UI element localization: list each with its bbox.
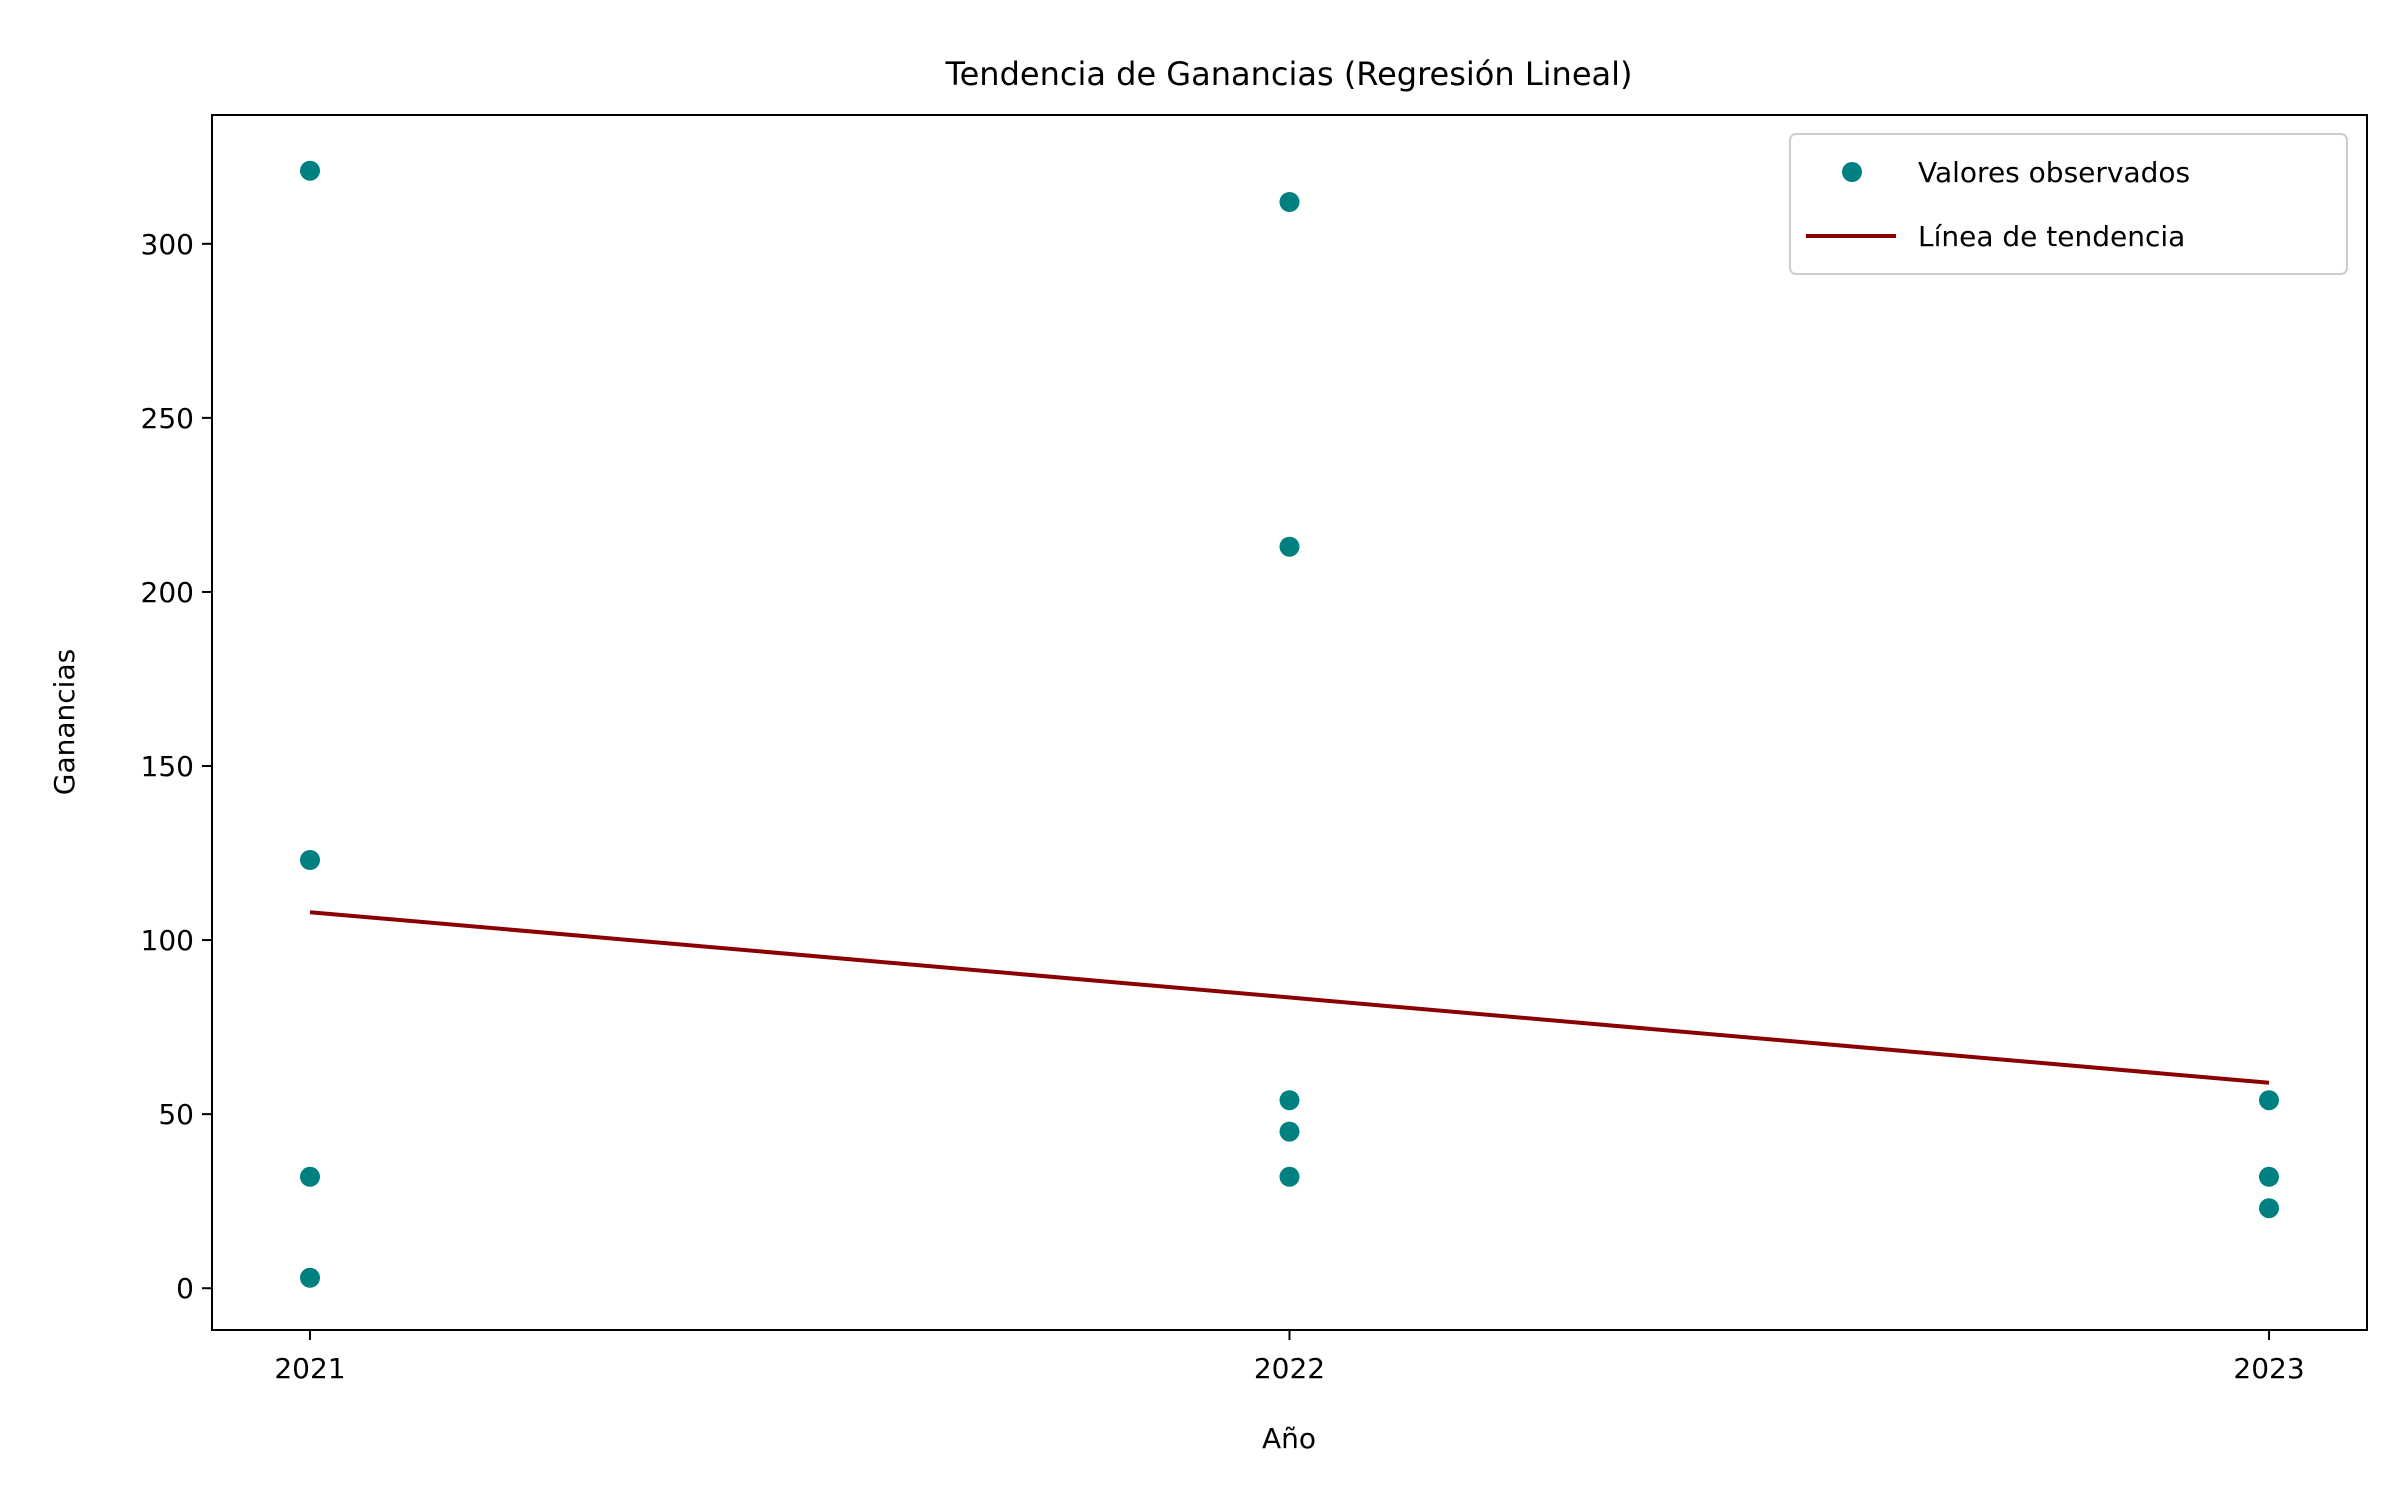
- x-tick-label: 2021: [274, 1352, 345, 1385]
- scatter-point: [1279, 192, 1300, 212]
- y-tick-label: 300: [141, 228, 194, 261]
- scatter-point: [300, 850, 320, 870]
- y-tick-label: 100: [141, 924, 194, 957]
- scatter-point: [300, 1267, 320, 1288]
- scatter-point: [2259, 1198, 2279, 1219]
- chart-marks: [300, 160, 2279, 1288]
- x-tick-label: 2023: [2233, 1352, 2304, 1385]
- scatter-point: [2259, 1090, 2279, 1111]
- legend-label: Línea de tendencia: [1918, 220, 2185, 253]
- y-tick-label: 50: [158, 1098, 194, 1131]
- x-axis-label: Año: [1262, 1422, 1316, 1455]
- y-tick-label: 150: [141, 750, 194, 783]
- chart-title: Tendencia de Ganancias (Regresión Lineal…: [945, 55, 1633, 93]
- legend-marker-scatter: [1842, 162, 1862, 182]
- scatter-point: [1279, 1121, 1300, 1142]
- y-tick-label: 0: [176, 1272, 194, 1305]
- legend-label: Valores observados: [1918, 156, 2190, 189]
- x-tick-label: 2022: [1254, 1352, 1325, 1385]
- legend-box: [1789, 133, 2348, 275]
- scatter-point: [1279, 536, 1300, 557]
- y-tick-label: 250: [141, 402, 194, 435]
- trend-line: [309, 910, 2270, 1085]
- scatter-point: [300, 160, 320, 181]
- legend: Valores observados Línea de tendencia: [1789, 133, 2348, 275]
- y-axis-label: Ganancias: [48, 649, 81, 795]
- scatter-point: [1279, 1166, 1300, 1187]
- scatter-point: [300, 1166, 320, 1187]
- axes: 2021 2022 2023 0 50 100 150 200 250 300: [141, 228, 2305, 1385]
- scatter-point: [1279, 1090, 1300, 1111]
- y-tick-label: 200: [141, 576, 194, 609]
- scatter-point: [2259, 1166, 2279, 1187]
